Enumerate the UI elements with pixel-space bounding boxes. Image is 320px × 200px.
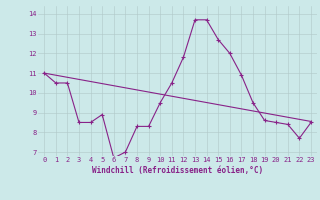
X-axis label: Windchill (Refroidissement éolien,°C): Windchill (Refroidissement éolien,°C) [92, 166, 263, 175]
